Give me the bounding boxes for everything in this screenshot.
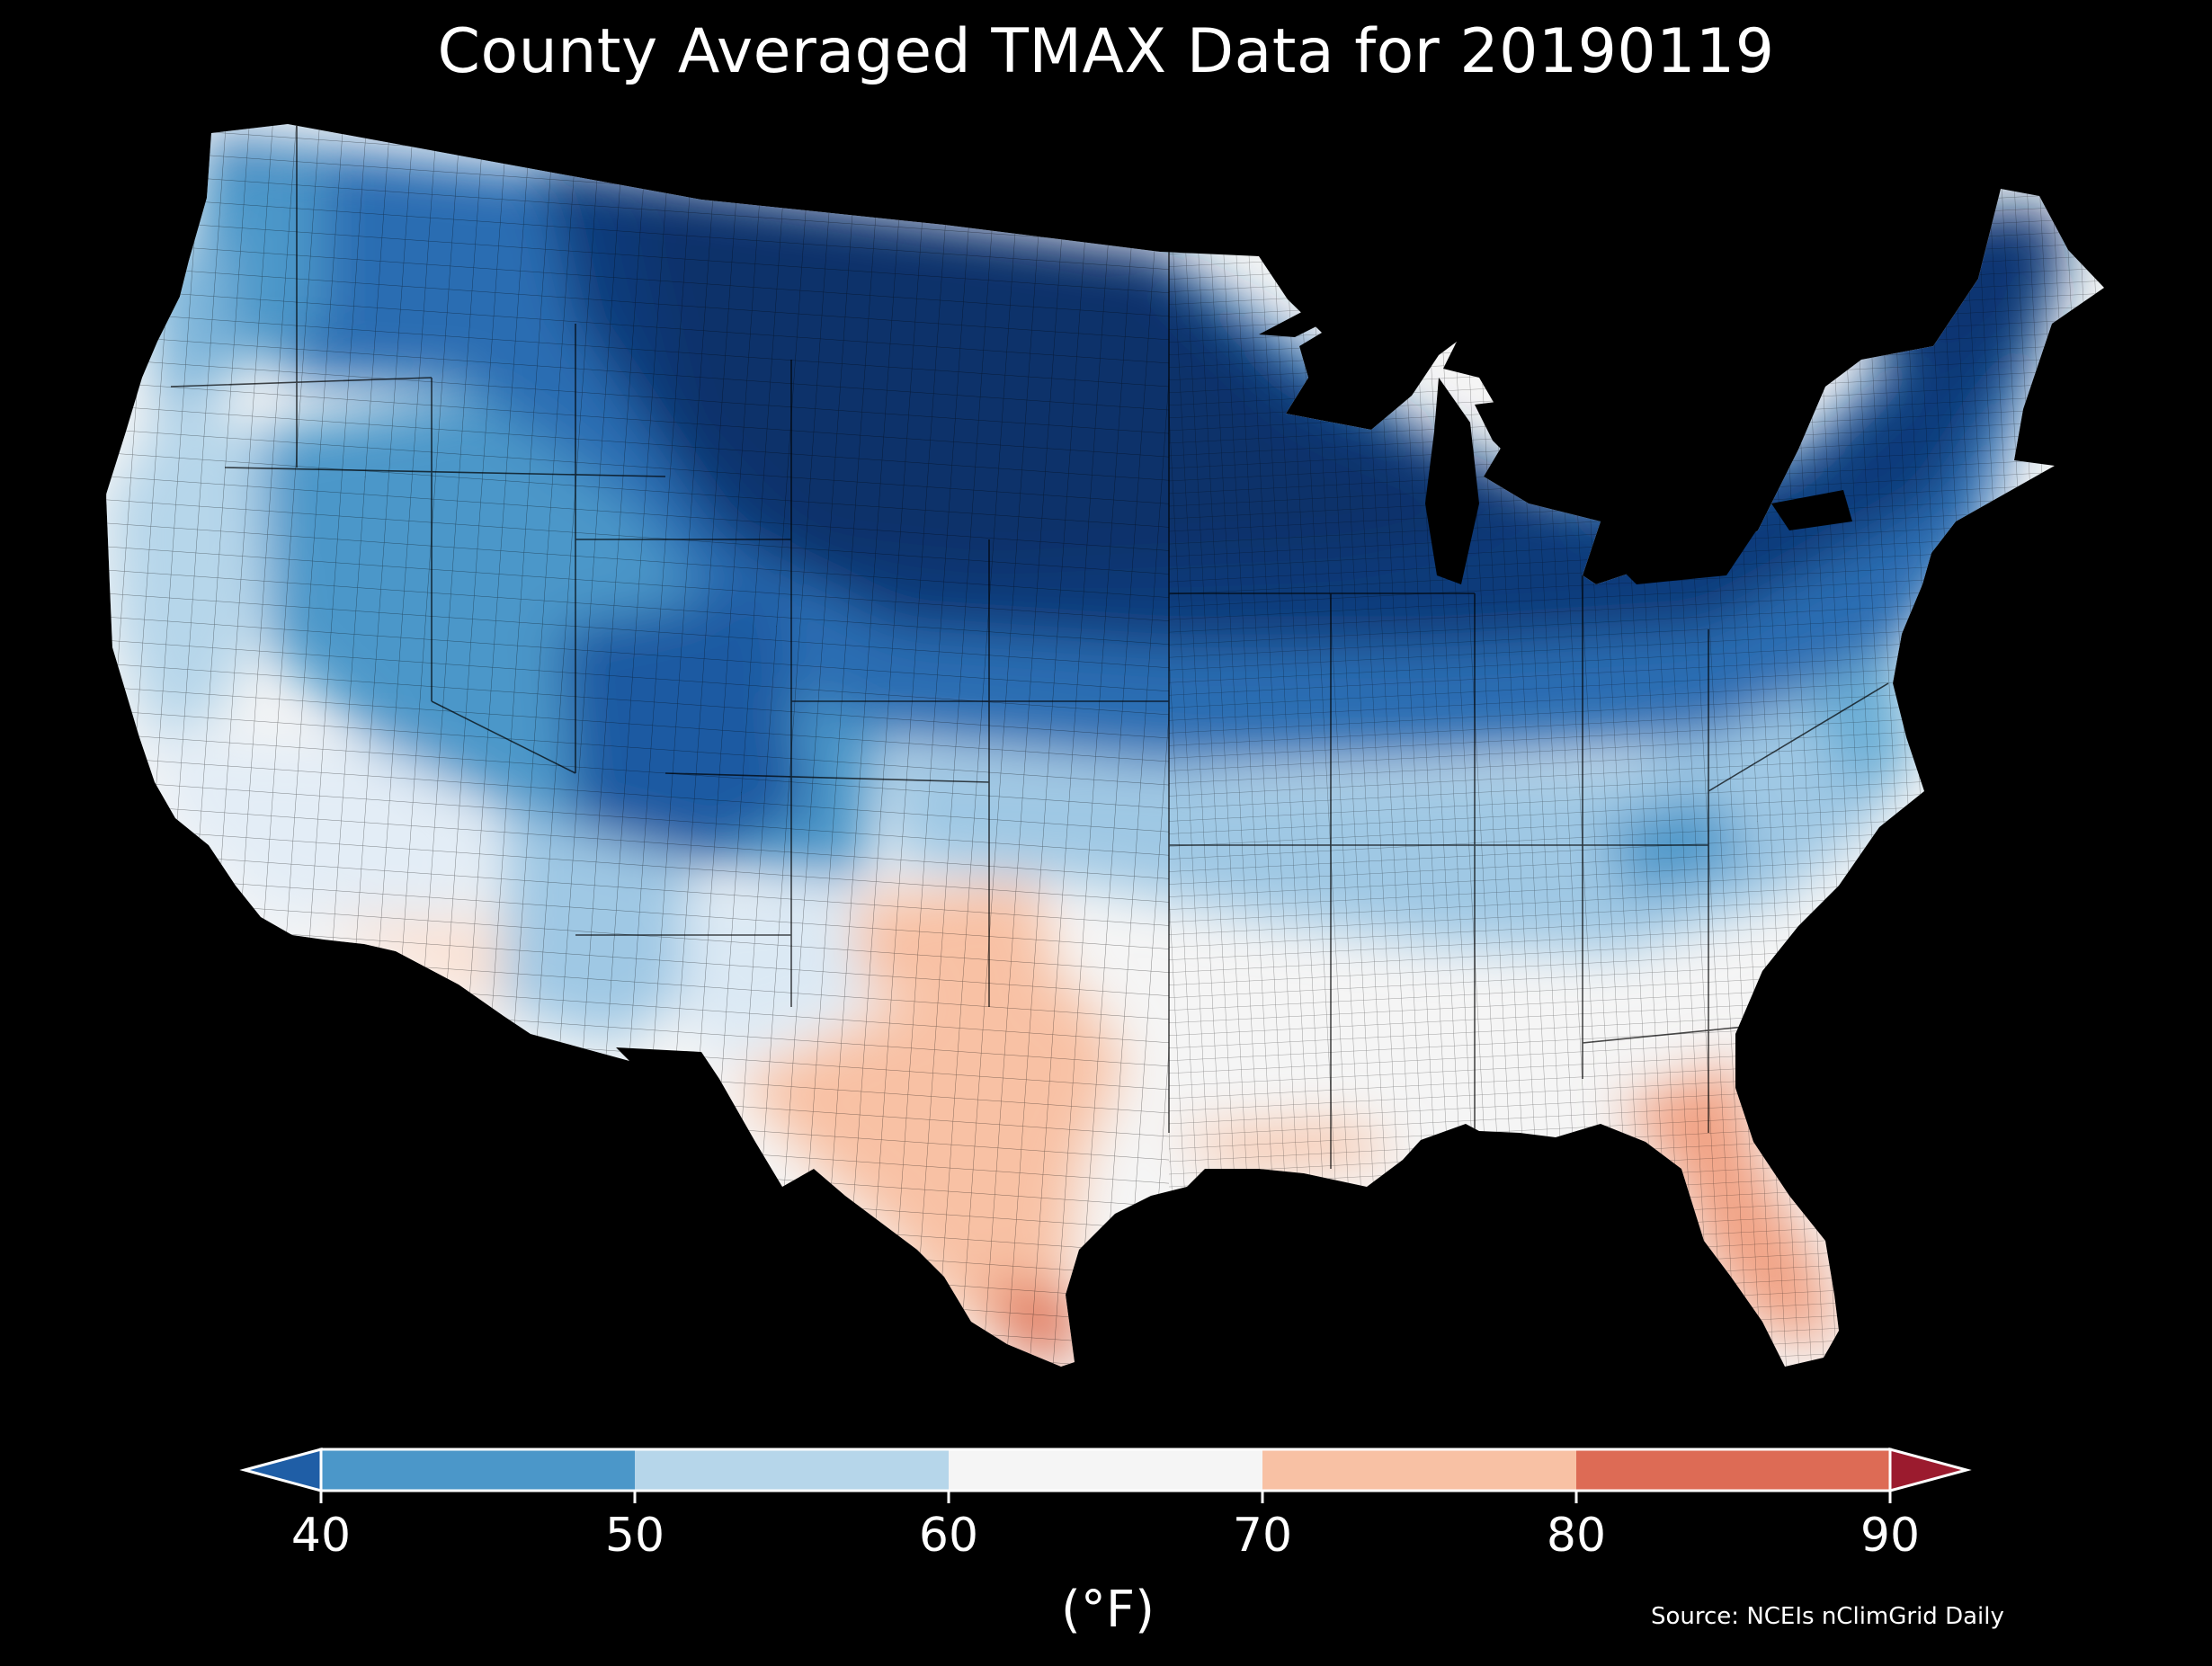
colorbar-tick-label: 90 xyxy=(1860,1509,1921,1563)
source-credit: Source: NCEIs nClimGrid Daily xyxy=(1651,1603,2004,1630)
colorbar-tick-label: 70 xyxy=(1232,1509,1293,1563)
colorbar-bin-80-90 xyxy=(1576,1449,1890,1491)
state-boundaries xyxy=(170,126,1889,1169)
page-title: County Averaged TMAX Data for 20190119 xyxy=(437,16,1775,87)
colorbar-extend-low xyxy=(239,1448,323,1492)
colorbar-tick-label: 80 xyxy=(1546,1509,1607,1563)
colorbar-bin-40-50 xyxy=(321,1449,635,1491)
colorbar-extend-high xyxy=(1888,1448,1972,1492)
colorbar-bin-70-80 xyxy=(1262,1449,1576,1491)
colorbar-tick-label: 40 xyxy=(290,1509,352,1563)
colorbar-bin-50-60 xyxy=(635,1449,949,1491)
colorbar xyxy=(239,1448,1972,1503)
colorbar-bin-60-70 xyxy=(949,1449,1262,1491)
colorbar-units-label: (°F) xyxy=(1061,1581,1155,1639)
colorbar-tick-label: 60 xyxy=(918,1509,979,1563)
colorbar-tick-label: 50 xyxy=(604,1509,665,1563)
great-lakes xyxy=(1259,270,1852,584)
